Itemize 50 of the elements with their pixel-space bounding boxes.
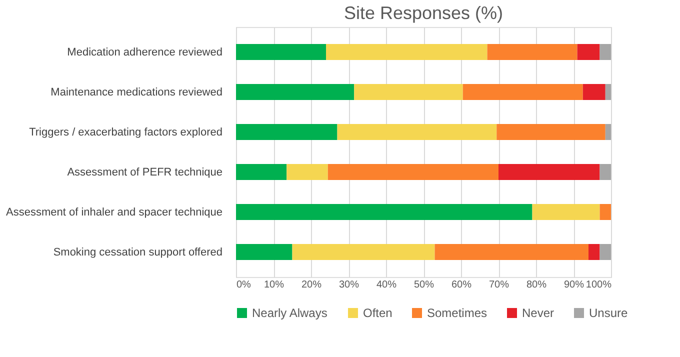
bar xyxy=(337,124,497,140)
x-tick-label: 80% xyxy=(526,280,547,290)
bar xyxy=(236,164,287,180)
bar xyxy=(328,164,498,180)
legend-label: Often xyxy=(363,306,392,320)
legend-label: Nearly Always xyxy=(252,306,328,320)
y-tick-label: Medication adherence reviewed xyxy=(67,46,222,58)
y-tick-label: Maintenance medications reviewed xyxy=(50,86,222,98)
bar xyxy=(236,204,532,220)
bar xyxy=(588,244,600,260)
x-tick-label: 50% xyxy=(414,280,434,290)
legend-label: Never xyxy=(522,306,554,320)
bar xyxy=(496,124,606,140)
bar xyxy=(605,84,611,100)
bar xyxy=(434,244,588,260)
x-tick-label: 90% xyxy=(564,280,584,290)
bar xyxy=(286,164,328,180)
bar xyxy=(236,124,338,140)
bar xyxy=(600,244,611,260)
y-tick-label: Assessment of inhaler and spacer technique xyxy=(6,206,222,218)
bar xyxy=(600,204,611,220)
x-tick-label: 60% xyxy=(451,280,472,290)
x-tick-label: 40% xyxy=(376,280,397,290)
y-tick-label: Assessment of PEFR technique xyxy=(67,166,222,178)
bar xyxy=(532,204,600,220)
legend-label: Unsure xyxy=(589,306,628,320)
bar xyxy=(605,124,611,140)
legend-label: Sometimes xyxy=(427,306,488,320)
bar xyxy=(236,244,292,260)
bar xyxy=(600,164,611,180)
y-tick-label: Triggers / exacerbating factors explored xyxy=(29,126,222,138)
bar xyxy=(577,44,600,60)
bar xyxy=(236,44,326,60)
bar xyxy=(600,44,611,60)
bar xyxy=(487,44,578,60)
x-tick-label: 20% xyxy=(301,280,322,290)
y-tick-label: Smoking cessation support offered xyxy=(53,246,222,258)
bar xyxy=(462,84,583,100)
bar xyxy=(354,84,463,100)
x-tick-label: 30% xyxy=(338,280,360,290)
chart-title: Site Responses (%) xyxy=(344,3,504,23)
x-tick-label: 10% xyxy=(264,280,284,290)
x-tick-label: 100% xyxy=(586,280,612,290)
x-tick-label: 0% xyxy=(236,280,252,290)
bar xyxy=(326,44,488,60)
bar xyxy=(292,244,435,260)
bar xyxy=(498,164,600,180)
bar xyxy=(236,84,354,100)
bar xyxy=(582,84,606,100)
x-tick-label: 70% xyxy=(488,280,510,290)
